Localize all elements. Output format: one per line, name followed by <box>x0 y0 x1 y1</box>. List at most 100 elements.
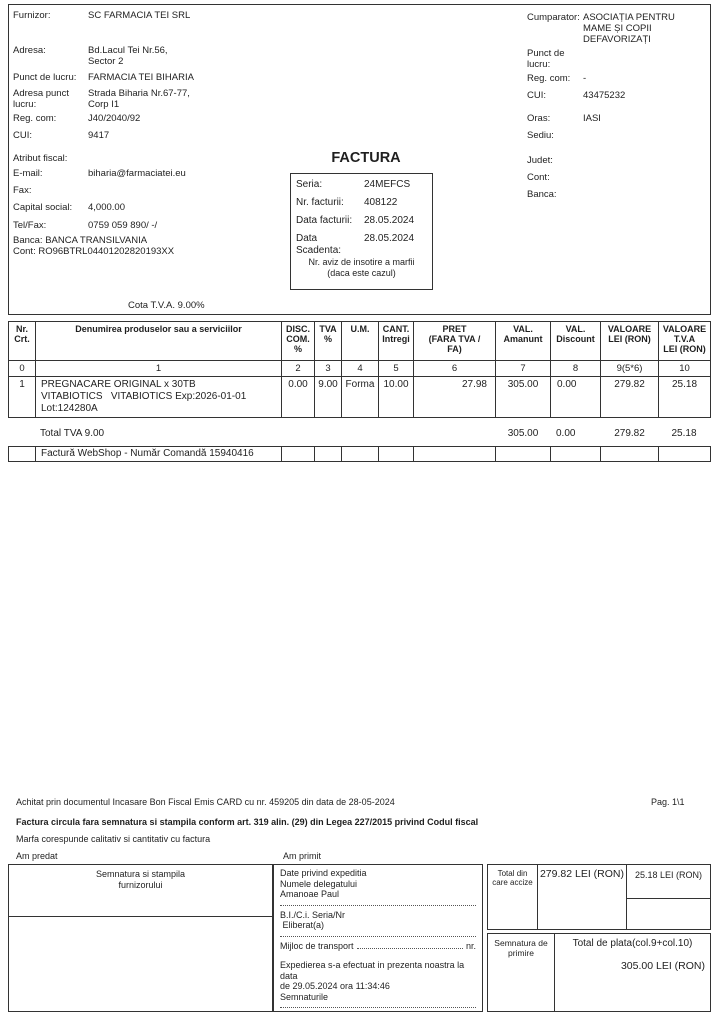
supplier-fiscal-label: Atribut fiscal: <box>13 153 68 164</box>
supplier-email-value: biharia@farmaciatei.eu <box>88 168 186 179</box>
total-valoare-tva: 25.18 <box>671 428 697 439</box>
table-index-row: 0 1 2 3 4 5 6 7 8 9(5*6) 10 <box>8 360 711 377</box>
supplier-account-line: Cont: RO96BTRL04401202820193XX <box>13 246 175 257</box>
signatures-label: Semnaturile <box>280 991 329 1002</box>
tva-empty-box <box>626 898 711 930</box>
quality-note: Marfa corespunde calitativ si cantitativ… <box>16 834 211 844</box>
product-pret: 27.98 <box>413 376 496 418</box>
expedition-box: Date privind expeditia Numele delegatulu… <box>273 864 483 1012</box>
webshop-empty-cell <box>314 446 342 462</box>
product-valoare-tva: 25.18 <box>658 376 711 418</box>
total-val-discount: 0.00 <box>556 428 576 439</box>
buyer-workpoint-label: Punct de lucru: <box>527 48 565 70</box>
expedition-title: Date privind expeditia <box>280 868 367 878</box>
supplier-telfax-value: 0759 059 890/ -/ <box>88 220 158 231</box>
header-box <box>8 4 711 315</box>
transport-suffix: nr. <box>465 940 476 951</box>
delegate-name-label: Numele delegatului <box>280 878 358 889</box>
total-val-amanunt: 305.00 <box>507 428 539 439</box>
supplier-address-value: Bd.Lacul Tei Nr.56, Sector 2 <box>88 45 168 67</box>
net-value-box: 279.82 LEI (RON) <box>537 864 627 930</box>
product-row: 1 PREGNACARE ORIGINAL x 30TB VITABIOTICS… <box>8 376 711 418</box>
index-cell: 0 <box>8 360 36 377</box>
webshop-empty-cell <box>600 446 659 462</box>
invoice-duedate-value: 28.05.2024 <box>364 233 415 244</box>
invoice-number-label: Nr. facturii: <box>296 197 344 208</box>
col-header-valoare: VALOARE LEI (RON) <box>600 321 659 361</box>
supplier-capital-value: 4,000.00 <box>88 202 125 213</box>
no-signature-note: Factura circula fara semnatura si stampi… <box>16 817 479 827</box>
product-um: Forma <box>341 376 379 418</box>
total-payment-value: 305.00 LEI (RON) <box>620 960 705 972</box>
index-cell: 1 <box>35 360 282 377</box>
index-cell: 7 <box>495 360 551 377</box>
supplier-bank-line: Banca: BANCA TRANSILVANIA <box>13 235 148 246</box>
dotted-line <box>280 1002 476 1008</box>
supplier-email-label: E-mail: <box>13 168 43 179</box>
webshop-description: Factură WebShop - Număr Comandă 15940416 <box>35 446 282 462</box>
supplier-cui-value: 9417 <box>88 130 110 141</box>
buyer-regcom-label: Reg. com: <box>527 73 571 84</box>
divider <box>9 916 272 917</box>
am-primit-label: Am primit <box>283 851 321 861</box>
col-header-cant: CANT. Intregi <box>378 321 414 361</box>
product-tva: 9.00 <box>314 376 342 418</box>
invoice-seria-label: Seria: <box>296 179 323 190</box>
product-val-discount: 0.00 <box>550 376 601 418</box>
webshop-empty-cell <box>341 446 379 462</box>
transport-line: Mijloc de transport nr. <box>280 941 476 952</box>
dotted-line <box>356 948 463 949</box>
excise-label-box: Total din care accize <box>487 864 538 930</box>
buyer-cui-label: CUI: <box>527 90 546 101</box>
payment-note: Achitat prin documentul Incasare Bon Fis… <box>16 797 395 807</box>
transport-label: Mijloc de transport <box>280 940 354 951</box>
invoice-number-value: 408122 <box>364 197 398 208</box>
col-header-tva: TVA % <box>314 321 342 361</box>
page-number: Pag. 1\1 <box>651 797 685 807</box>
delegate-name-value: Amanoae Paul <box>280 889 340 899</box>
index-cell: 6 <box>413 360 496 377</box>
supplier-value: SC FARMACIA TEI SRL <box>88 10 191 21</box>
col-header-valoare-tva: VALOARE T.V.A LEI (RON) <box>658 321 711 361</box>
supplier-workpoint-address-value: Strada Biharia Nr.67-77, Corp I1 <box>88 88 190 110</box>
invoice-duedate-label: Data Scadenta: <box>296 233 342 256</box>
buyer-hq-label: Sediu: <box>527 130 554 141</box>
buyer-account-label: Cont: <box>527 172 550 183</box>
product-valoare: 279.82 <box>600 376 659 418</box>
product-cant: 10.00 <box>378 376 414 418</box>
product-nr: 1 <box>8 376 36 418</box>
index-cell: 9(5*6) <box>600 360 659 377</box>
supplier-label: Furnizor: <box>13 10 51 21</box>
total-valoare: 279.82 <box>614 428 645 439</box>
buyer-value: ASOCIAȚIA PENTRU MAME ȘI COPII DEFAVORIZ… <box>583 12 675 45</box>
total-payment-box: Total de plata(col.9+col.10) 305.00 LEI … <box>554 933 711 1012</box>
invoice-date-label: Data facturii: <box>296 215 353 226</box>
excise-label: Total din care accize <box>492 869 533 887</box>
buyer-cui-value: 43475232 <box>583 90 626 101</box>
supplier-workpoint-value: FARMACIA TEI BIHARIA <box>88 72 194 83</box>
index-cell: 4 <box>341 360 379 377</box>
receive-signature-box: Semnatura de primire <box>487 933 555 1012</box>
webshop-empty-cell <box>281 446 315 462</box>
supplier-telfax-label: Tel/Fax: <box>13 220 47 231</box>
id-series-label: B.I./C.i. Seria/Nr <box>280 909 346 920</box>
invoice-title: FACTURA <box>331 150 401 166</box>
col-header-um: U.M. <box>341 321 379 361</box>
index-cell: 3 <box>314 360 342 377</box>
tva-value-box: 25.18 LEI (RON) <box>626 864 711 899</box>
supplier-regcom-label: Reg. com: <box>13 113 57 124</box>
col-header-nr-crt: Nr. Crt. <box>8 321 36 361</box>
index-cell: 5 <box>378 360 414 377</box>
webshop-empty-cell <box>378 446 414 462</box>
buyer-regcom-value: - <box>583 73 587 84</box>
table-header-row: Nr. Crt. Denumirea produselor sau a serv… <box>8 321 711 361</box>
webshop-empty-cell <box>550 446 601 462</box>
supplier-fax-label: Fax: <box>13 185 32 196</box>
index-cell: 10 <box>658 360 711 377</box>
webshop-row: Factură WebShop - Număr Comandă 15940416 <box>8 446 711 462</box>
col-header-val-amanunt: VAL. Amanunt <box>495 321 551 361</box>
col-header-val-discount: VAL. Discount <box>550 321 601 361</box>
net-value: 279.82 LEI (RON) <box>539 868 625 880</box>
buyer-bank-label: Banca: <box>527 189 557 200</box>
col-header-pret: PRET (FARA TVA / FA) <box>413 321 496 361</box>
